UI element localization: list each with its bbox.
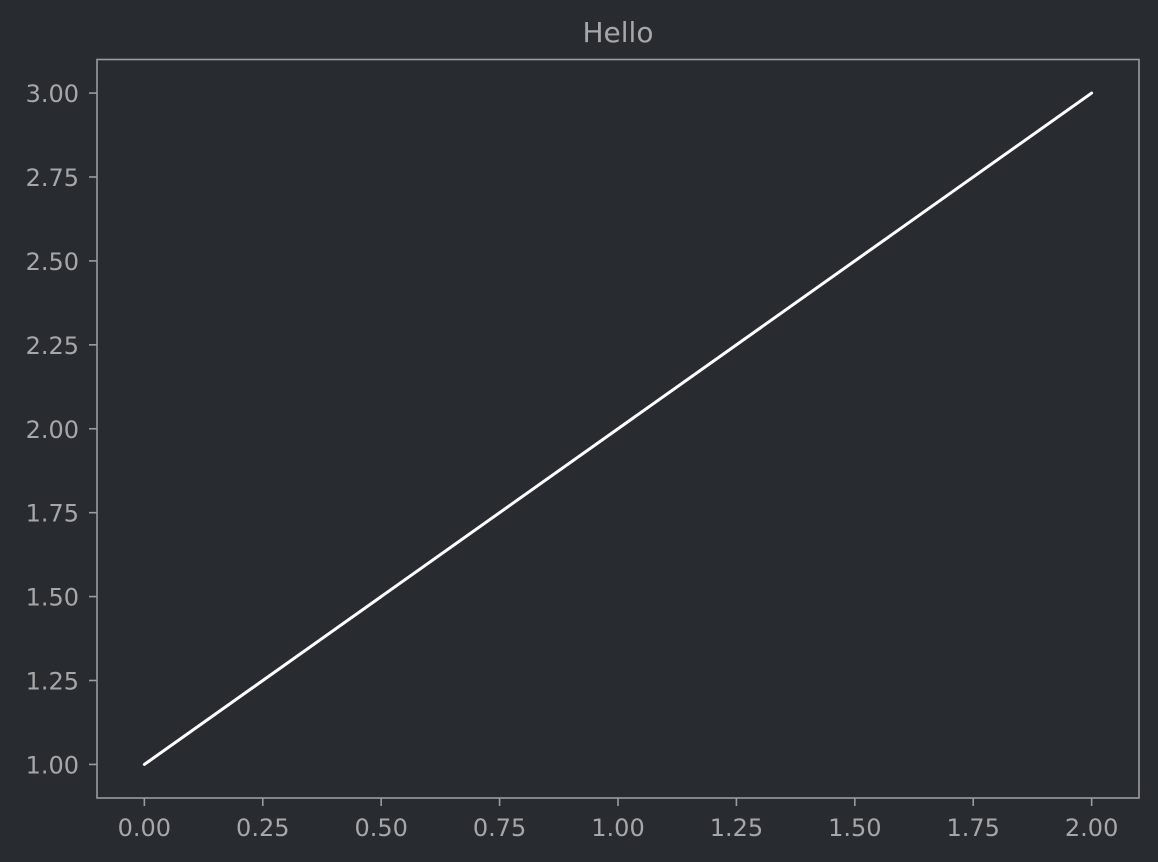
x-tick-label: 0.25 [236,814,289,842]
y-tick-label: 1.50 [26,584,79,612]
y-tick-label: 2.00 [26,416,79,444]
y-tick-label: 2.75 [26,164,79,192]
series-layer [142,91,1094,766]
x-tick-label: 1.25 [710,814,763,842]
x-tick-label: 0.00 [118,814,171,842]
series-line-0 [142,91,1094,766]
x-tick-label: 0.50 [354,814,407,842]
y-axis: 1.00 1.25 1.50 1.75 2.00 2.25 2.50 2.75 3.00 [26,80,97,779]
x-axis: 0.00 0.25 0.50 0.75 1.00 1.25 1.50 1.75 2.00 [118,798,1118,842]
x-tick-label: 1.50 [828,814,881,842]
y-tick-label: 2.25 [26,332,79,360]
chart-title: Hello [583,16,654,49]
y-tick-label: 1.75 [26,500,79,528]
y-tick-label: 1.00 [26,751,79,779]
x-tick-label: 1.75 [947,814,1000,842]
y-tick-label: 1.25 [26,668,79,696]
x-tick-label: 0.75 [473,814,526,842]
y-tick-label: 3.00 [26,80,79,108]
x-tick-label: 2.00 [1065,814,1118,842]
x-tick-label: 1.00 [591,814,644,842]
y-tick-label: 2.50 [26,248,79,276]
